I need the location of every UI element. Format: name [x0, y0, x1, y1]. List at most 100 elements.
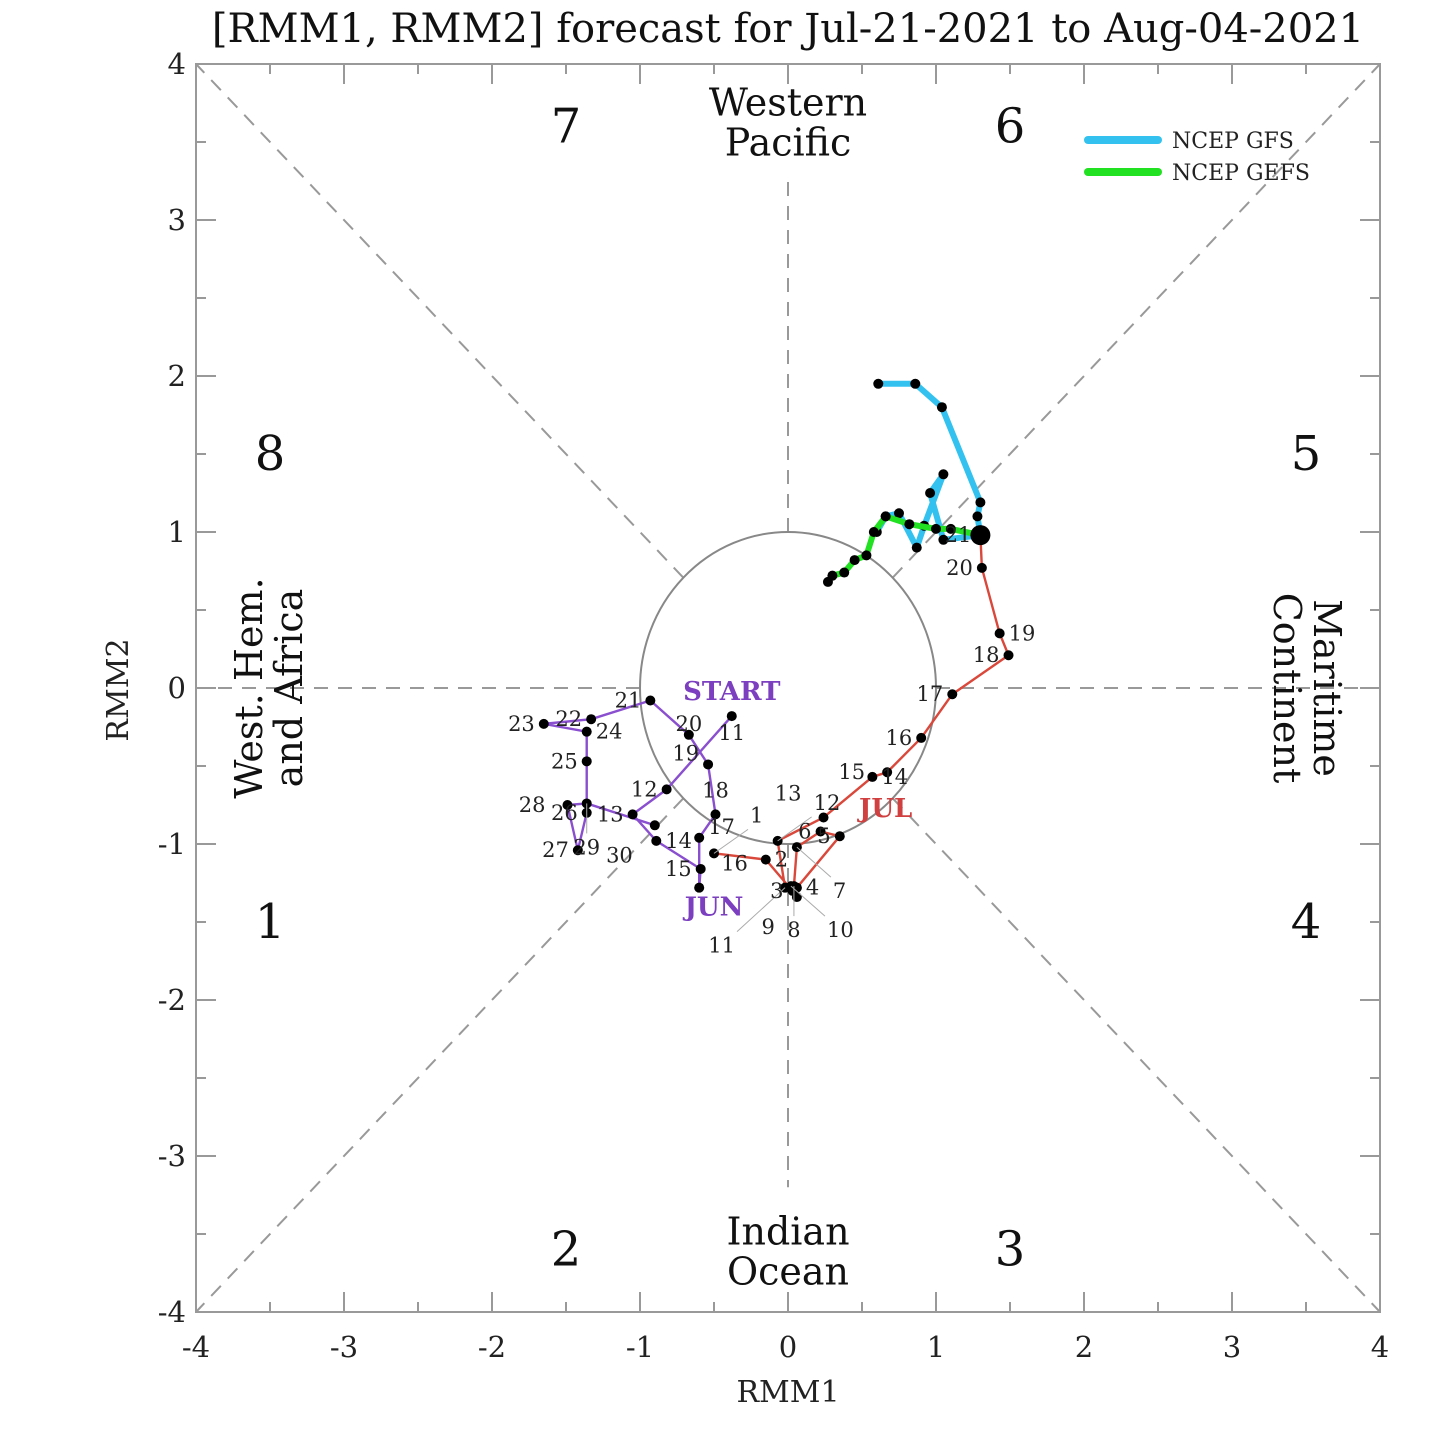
data-point: [882, 767, 893, 778]
phase-boundary-diagonal: [195, 797, 685, 1313]
y-tick-label: 2: [168, 359, 186, 393]
phase-number-7: 7: [551, 98, 582, 154]
data-point: [661, 784, 672, 795]
data-point: [791, 892, 802, 903]
y-tick-label: 1: [168, 515, 186, 549]
region-label-right-line: Maritime: [1305, 599, 1349, 777]
data-label: 18: [973, 643, 1000, 667]
data-point: [975, 497, 986, 508]
region-label-top-line: Pacific: [725, 120, 852, 164]
data-label: 21: [945, 523, 972, 547]
current-position-point: [970, 525, 991, 546]
region-label-bottom-line: Indian: [726, 1210, 849, 1254]
data-label: 13: [597, 802, 624, 826]
data-label: 29: [573, 835, 600, 859]
x-tick-label: -1: [626, 1330, 654, 1364]
phase-number-8: 8: [255, 426, 286, 482]
data-point: [972, 511, 983, 522]
legend: NCEP GFS NCEP GEFS: [1084, 129, 1310, 186]
data-point: [925, 488, 936, 498]
data-label: 15: [665, 857, 692, 881]
data-point: [916, 732, 927, 743]
data-label: 10: [827, 918, 854, 942]
data-label: 2: [775, 848, 788, 872]
marker-start: START: [683, 677, 781, 707]
x-tick-label: 0: [779, 1330, 797, 1364]
region-label-bottom-line: Ocean: [727, 1250, 849, 1294]
data-point: [936, 402, 947, 413]
y-tick-label: 0: [168, 671, 186, 705]
series-line-1: [713, 535, 1010, 899]
data-point: [931, 523, 941, 534]
data-label: 14: [881, 765, 908, 789]
data-point: [703, 759, 714, 770]
data-point: [562, 800, 573, 810]
data-point: [586, 714, 597, 725]
phase-number-2: 2: [551, 1222, 582, 1278]
data-point: [994, 628, 1005, 639]
data-label-leader: [790, 885, 826, 917]
data-point: [976, 562, 987, 573]
legend-label: NCEP GEFS: [1172, 161, 1310, 186]
data-label: 18: [702, 778, 729, 802]
data-point: [938, 534, 949, 545]
x-tick-label: -4: [182, 1330, 210, 1364]
data-label: 8: [787, 918, 800, 942]
data-label: 17: [708, 815, 735, 839]
y-tick-label: -1: [158, 827, 186, 861]
data-label: 20: [946, 556, 973, 580]
data-label-leader: [713, 828, 749, 854]
data-point: [945, 523, 956, 534]
series-line-0: [542, 699, 733, 889]
phase-number-5: 5: [1291, 426, 1322, 482]
data-label: 20: [675, 712, 702, 736]
data-label: 11: [718, 721, 745, 745]
data-point: [572, 845, 583, 856]
data-label: 15: [838, 760, 865, 784]
unit-circle: [639, 531, 937, 845]
data-label: 25: [551, 749, 578, 773]
data-point: [1003, 650, 1014, 661]
region-label-left: West. Hem.and Africa: [227, 577, 311, 798]
data-point: [904, 519, 915, 530]
data-point: [880, 511, 891, 522]
data-point: [694, 832, 705, 843]
x-tick-label: 1: [927, 1330, 945, 1364]
data-point: [873, 378, 884, 389]
data-point: [815, 826, 826, 837]
data-label: 5: [817, 824, 830, 848]
data-label: 26: [551, 801, 578, 825]
data-label: 12: [631, 777, 658, 801]
data-label: 1: [750, 803, 763, 827]
data-label: 19: [1009, 621, 1036, 645]
data-label: 14: [665, 829, 692, 853]
data-point: [938, 469, 949, 480]
data-point: [834, 831, 845, 842]
data-label: 23: [508, 712, 535, 736]
data-label: 6: [798, 820, 811, 844]
y-axis-label: RMM2: [101, 638, 136, 741]
data-label: 21: [615, 688, 642, 712]
data-point: [867, 771, 878, 782]
data-label: 16: [721, 852, 748, 876]
data-label: 4: [806, 876, 819, 900]
data-point: [726, 711, 737, 722]
data-point: [538, 718, 549, 729]
data-label: 11: [708, 934, 735, 958]
data-point: [868, 527, 879, 537]
data-label: 7: [833, 879, 846, 903]
region-label-right-line: Continent: [1265, 593, 1309, 784]
y-tick-label: -2: [158, 983, 186, 1017]
data-label: 30: [606, 843, 633, 867]
data-point: [910, 378, 921, 389]
y-tick-label: -3: [158, 1139, 186, 1173]
marker-jul: JUL: [857, 794, 912, 824]
data-point: [695, 863, 706, 874]
phase-number-6: 6: [995, 98, 1026, 154]
x-axis-label: RMM1: [736, 1375, 839, 1410]
region-label-top-line: Western: [709, 80, 867, 124]
